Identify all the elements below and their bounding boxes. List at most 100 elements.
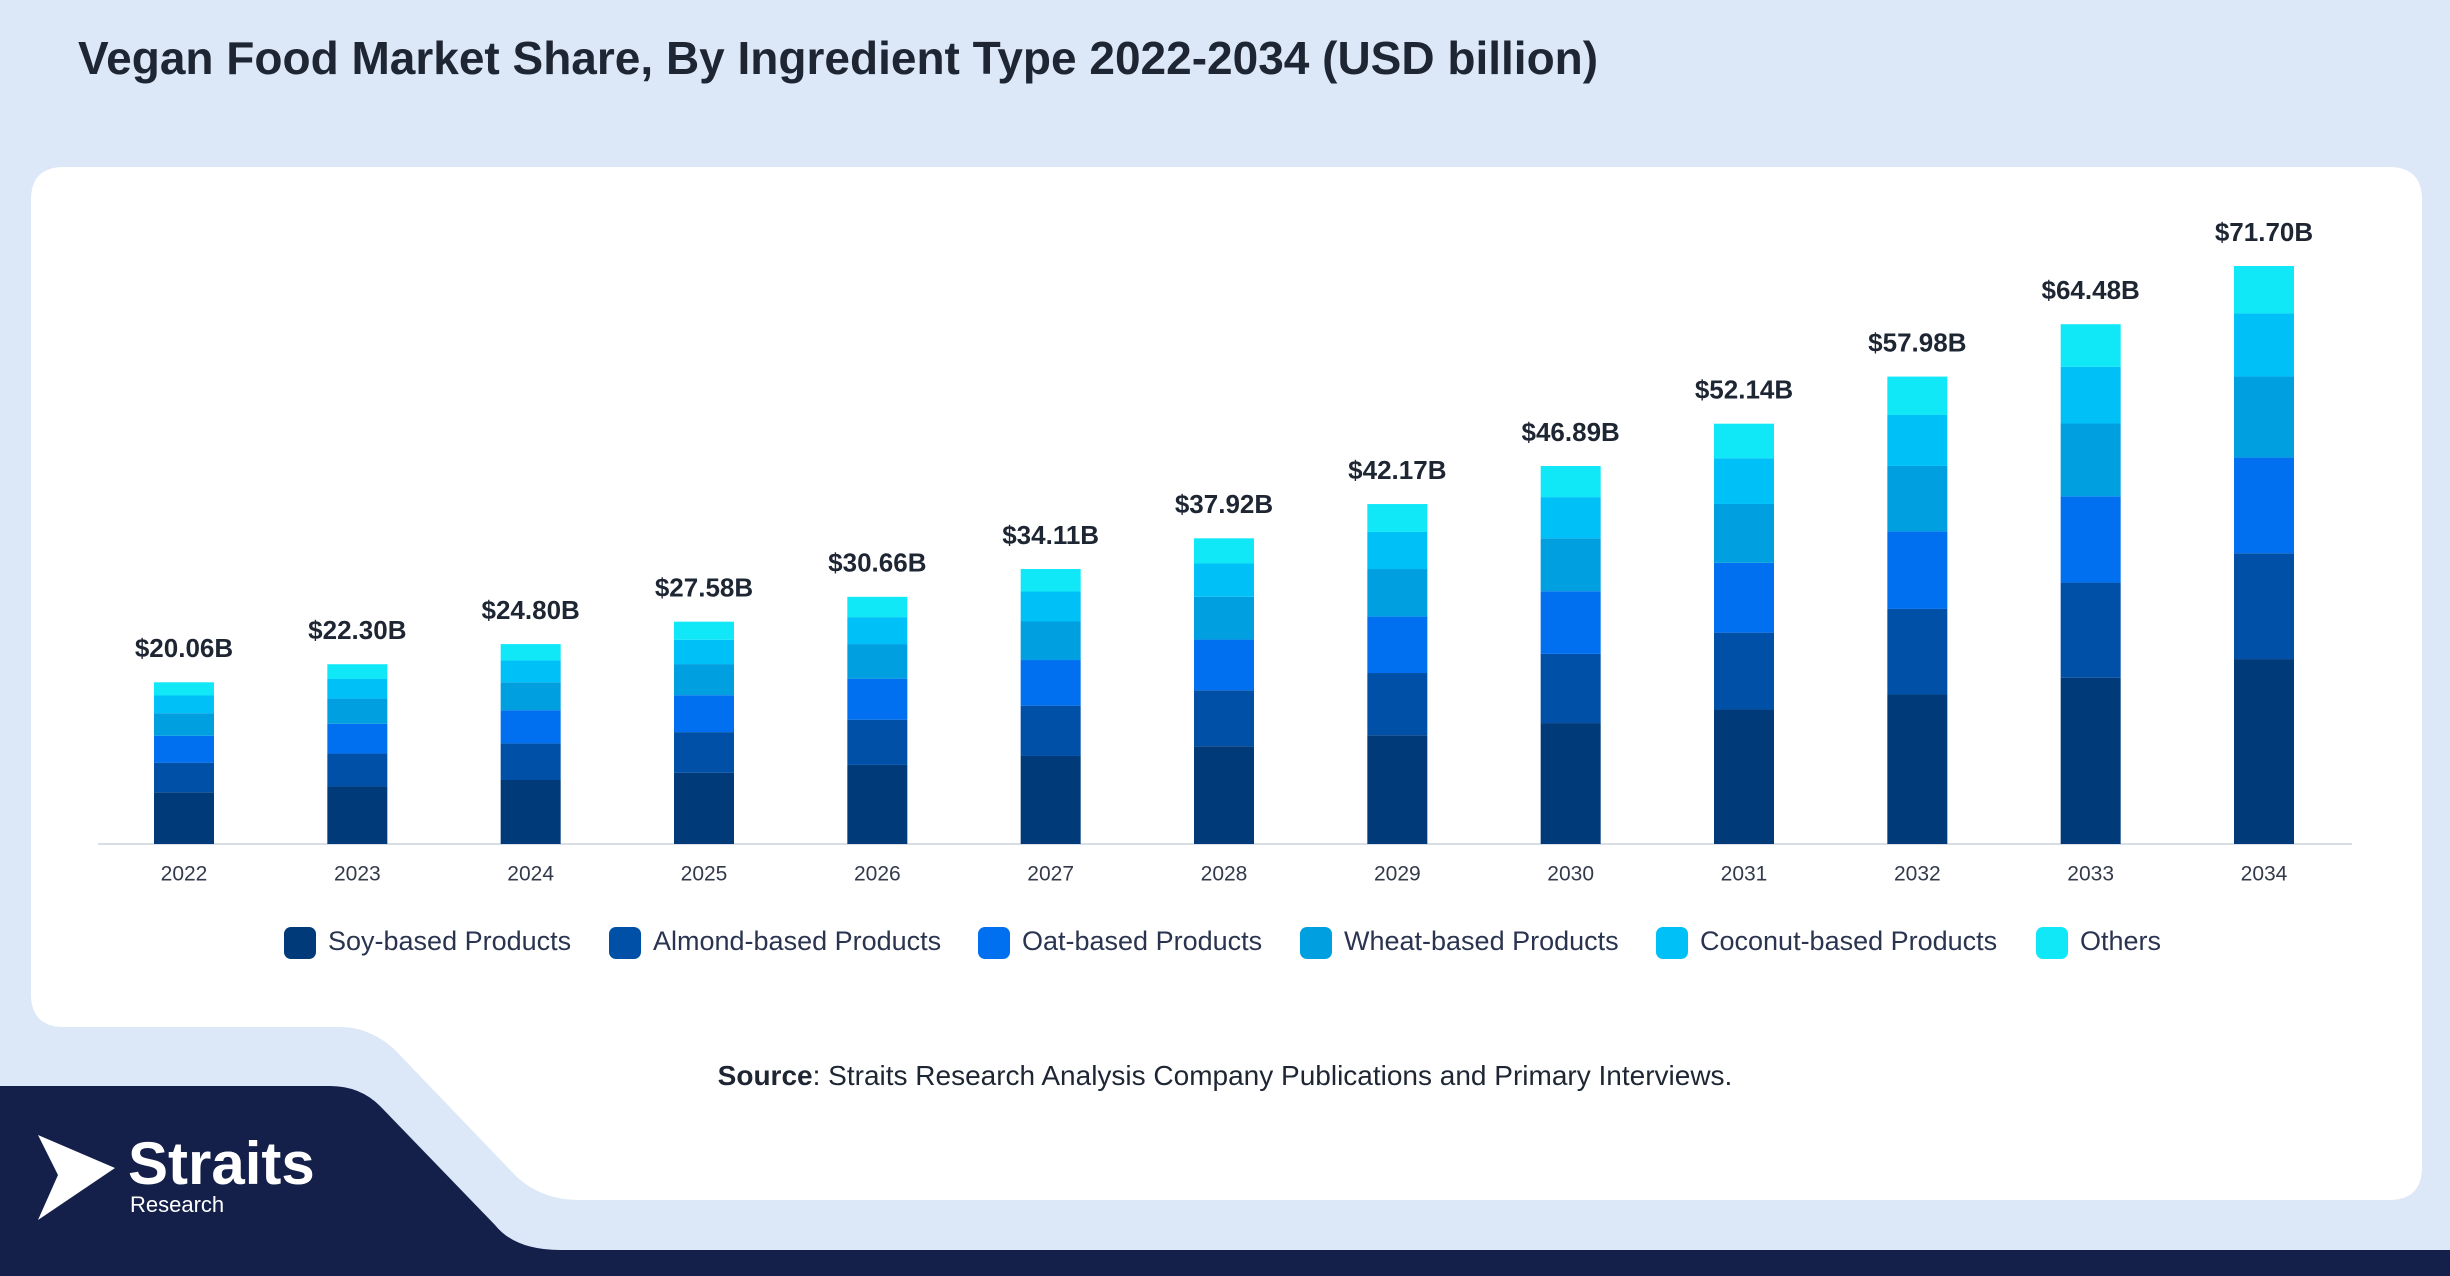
bar-segment bbox=[2060, 496, 2121, 583]
bar-segment bbox=[674, 732, 734, 773]
bar-segment bbox=[500, 682, 561, 711]
x-tick-label: 2033 bbox=[2067, 863, 2114, 886]
bar-segment bbox=[500, 779, 561, 844]
chart-title: Vegan Food Market Share, By Ingredient T… bbox=[78, 32, 1598, 84]
bar-segment bbox=[2234, 553, 2294, 660]
bar-segment bbox=[1020, 621, 1081, 661]
bar-segment bbox=[1194, 596, 1254, 640]
legend-swatch bbox=[978, 927, 1010, 959]
bar-segment bbox=[2060, 366, 2121, 424]
source-text: : Straits Research Analysis Company Publ… bbox=[813, 1060, 1733, 1091]
bar-segment bbox=[1194, 690, 1254, 747]
total-label: $24.80B bbox=[482, 595, 580, 625]
bar-segment bbox=[154, 695, 214, 714]
legend-swatch bbox=[609, 927, 641, 959]
bar-segment bbox=[674, 664, 734, 696]
bar-segment bbox=[2060, 423, 2121, 497]
x-tick-label: 2024 bbox=[507, 863, 554, 886]
x-tick-label: 2023 bbox=[334, 863, 381, 886]
total-label: $30.66B bbox=[828, 548, 926, 578]
x-tick-label: 2022 bbox=[161, 863, 208, 886]
bar-segment bbox=[1887, 465, 1948, 532]
bar-segment bbox=[154, 792, 214, 844]
bar-segment bbox=[847, 764, 908, 844]
legend-swatch bbox=[1300, 927, 1332, 959]
bar-segment bbox=[1887, 608, 1948, 695]
bar-segment bbox=[1540, 497, 1601, 539]
bar-segment bbox=[2234, 659, 2294, 844]
bar-segment bbox=[1367, 735, 1428, 844]
logo-name: Straits bbox=[128, 1130, 315, 1197]
bar-segment bbox=[154, 762, 214, 793]
bar-segment bbox=[2234, 266, 2294, 314]
bar-segment bbox=[1540, 723, 1601, 844]
bar-segment bbox=[1194, 538, 1254, 564]
x-tick-label: 2032 bbox=[1894, 863, 1941, 886]
bar-segment bbox=[1020, 755, 1081, 844]
bar-segment bbox=[1714, 458, 1774, 504]
logo-tagline: Research bbox=[130, 1192, 224, 1217]
source: Source: Straits Research Analysis Compan… bbox=[718, 1060, 1733, 1091]
x-tick-label: 2028 bbox=[1201, 863, 1248, 886]
bar-segment bbox=[2060, 324, 2121, 367]
bar-segment bbox=[847, 617, 908, 645]
bar-segment bbox=[674, 621, 734, 640]
bar-segment bbox=[154, 682, 214, 696]
bar-segment bbox=[1887, 531, 1948, 609]
total-label: $22.30B bbox=[308, 615, 406, 645]
bar-segment bbox=[1887, 694, 1948, 844]
x-tick-label: 2026 bbox=[854, 863, 901, 886]
bar-segment bbox=[2234, 457, 2294, 554]
legend-label: Oat-based Products bbox=[1022, 926, 1262, 956]
bar-segment bbox=[1540, 466, 1601, 498]
bar-segment bbox=[500, 660, 561, 683]
total-label: $71.70B bbox=[2215, 217, 2313, 247]
x-tick-label: 2030 bbox=[1547, 863, 1594, 886]
bar-segment bbox=[1714, 503, 1774, 563]
bar-segment bbox=[1367, 504, 1428, 532]
bar-segment bbox=[500, 644, 561, 661]
legend-swatch bbox=[1656, 927, 1688, 959]
total-label: $37.92B bbox=[1175, 489, 1273, 519]
logo-icon bbox=[38, 1135, 115, 1220]
bar-segment bbox=[1714, 562, 1774, 633]
legend-label: Coconut-based Products bbox=[1700, 926, 1997, 956]
legend-label: Almond-based Products bbox=[653, 926, 941, 956]
x-tick-label: 2025 bbox=[681, 863, 728, 886]
bar-segment bbox=[1194, 563, 1254, 597]
bar-segment bbox=[500, 710, 561, 744]
total-label: $52.14B bbox=[1695, 375, 1793, 405]
bar-segment bbox=[674, 639, 734, 665]
total-label: $42.17B bbox=[1348, 455, 1446, 485]
bar-segment bbox=[327, 664, 388, 679]
bar-segment bbox=[1194, 746, 1254, 844]
bar-segment bbox=[1367, 531, 1428, 570]
bar-segment bbox=[674, 695, 734, 733]
bar-segment bbox=[1887, 376, 1948, 415]
bar-segment bbox=[1887, 414, 1948, 466]
source-label: Source bbox=[718, 1060, 813, 1091]
bar-segment bbox=[1540, 653, 1601, 724]
x-tick-label: 2027 bbox=[1027, 863, 1074, 886]
bar-segment bbox=[847, 644, 908, 679]
bar-segment bbox=[2060, 677, 2121, 844]
bar-segment bbox=[1367, 616, 1428, 674]
bar-segment bbox=[1367, 673, 1428, 736]
bar-segment bbox=[1540, 591, 1601, 654]
bar-segment bbox=[327, 698, 388, 724]
bar-segment bbox=[1020, 705, 1081, 756]
legend-label: Soy-based Products bbox=[328, 926, 571, 956]
bar-segment bbox=[2234, 376, 2294, 458]
bar-segment bbox=[847, 678, 908, 720]
legend-swatch bbox=[2036, 927, 2068, 959]
bar-segment bbox=[327, 786, 388, 844]
bar-segment bbox=[847, 719, 908, 765]
legend-swatch bbox=[284, 927, 316, 959]
x-tick-label: 2031 bbox=[1721, 863, 1768, 886]
bar-segment bbox=[2060, 582, 2121, 678]
bar-segment bbox=[327, 723, 388, 754]
bar-segment bbox=[1540, 538, 1601, 592]
bar-segment bbox=[674, 772, 734, 844]
bar-segment bbox=[847, 596, 908, 618]
